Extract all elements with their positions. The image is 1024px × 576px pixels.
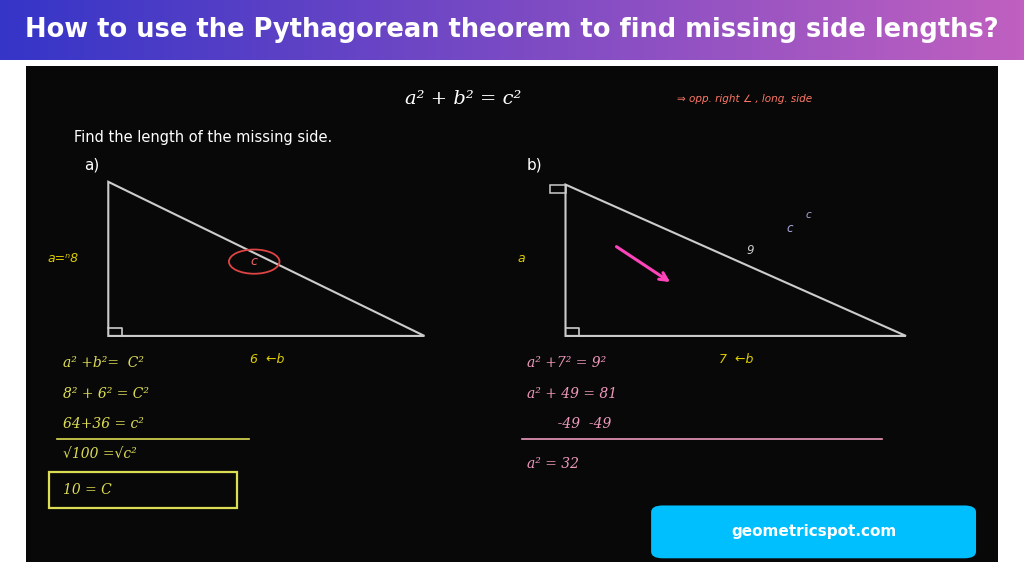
Text: -49  -49: -49 -49 xyxy=(526,417,611,431)
Text: a² + 49 = 81: a² + 49 = 81 xyxy=(526,386,616,401)
Bar xyxy=(550,184,565,194)
Text: How to use the Pythagorean theorem to find missing side lengths?: How to use the Pythagorean theorem to fi… xyxy=(26,17,998,43)
Text: c: c xyxy=(786,222,793,235)
Text: geometricspot.com: geometricspot.com xyxy=(731,524,896,539)
Text: Find the length of the missing side.: Find the length of the missing side. xyxy=(75,130,333,145)
Text: 6  ←b: 6 ←b xyxy=(250,353,284,366)
Text: a² = 32: a² = 32 xyxy=(526,457,579,471)
Text: c: c xyxy=(251,255,258,268)
Text: 64+36 = c²: 64+36 = c² xyxy=(62,417,143,431)
Text: ⇒ opp. right ∠ , long. side: ⇒ opp. right ∠ , long. side xyxy=(678,94,812,104)
Text: a: a xyxy=(518,252,525,266)
Text: 7  ←b: 7 ←b xyxy=(719,353,753,366)
Text: 8² + 6² = C²: 8² + 6² = C² xyxy=(62,386,148,401)
Text: a² +7² = 9²: a² +7² = 9² xyxy=(526,357,606,370)
Text: a² +b²=  C²: a² +b²= C² xyxy=(62,357,143,370)
Text: √100 =√c²: √100 =√c² xyxy=(62,448,136,461)
Text: a=ⁿ8: a=ⁿ8 xyxy=(47,252,78,266)
Text: a² + b² = c²: a² + b² = c² xyxy=(406,90,521,108)
FancyBboxPatch shape xyxy=(19,63,1005,565)
Text: 9: 9 xyxy=(746,244,754,257)
FancyBboxPatch shape xyxy=(651,506,976,558)
Text: c: c xyxy=(806,210,812,220)
Text: b): b) xyxy=(526,158,543,173)
Text: 10 = C: 10 = C xyxy=(62,483,112,497)
Text: a): a) xyxy=(84,158,99,173)
